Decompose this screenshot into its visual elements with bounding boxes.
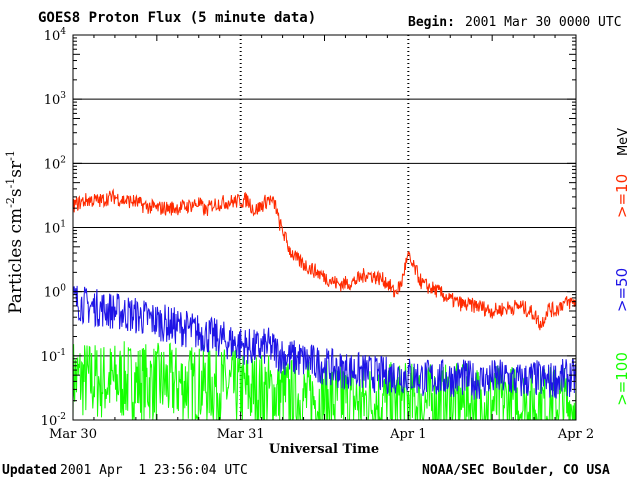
y-tick-label: 10-2 [41,412,66,429]
source-credit: NOAA/SEC Boulder, CO USA [422,463,610,478]
y-tick-label: 103 [44,91,67,108]
y-label-main: Particles cm [6,208,26,314]
y-tick-label: 100 [44,284,67,301]
y-label-exp3: -1 [4,150,17,161]
legend-unit: MeV [616,128,631,156]
y-axis-label: Particles cm-2s-1sr-1 [4,150,26,314]
begin-value: 2001 Mar 30 0000 UTC [465,15,622,30]
legend-series-10: >=10 [613,174,631,218]
series-line [72,188,577,331]
x-tick-label: Mar 30 [49,427,97,442]
legend-series-100: >=100 [613,352,631,406]
y-label-exp2: -1 [4,178,17,189]
y-tick-label: 104 [44,27,67,44]
grid-lines [73,35,576,420]
x-tick-label: Apr 2 [557,427,594,442]
legend-series-50: >=50 [613,268,631,312]
y-tick-label: 101 [44,220,66,237]
x-tick-label: Mar 31 [217,427,265,442]
y-label-s: s [6,188,26,197]
begin-label: Begin: [408,15,455,30]
chart-title: GOES8 Proton Flux (5 minute data) [38,10,316,26]
data-series [72,188,577,422]
updated-value: 2001 Apr 1 23:56:04 UTC [60,463,248,478]
y-tick-label: 10-1 [41,348,66,365]
axis-ticks: 10-2 10-1 100 101 102 103 104 Mar 30 Mar 31 Apr 1… [41,27,594,442]
y-label-sr: sr [6,160,26,178]
series-line [72,285,577,400]
y-label-exp1: -2 [4,197,17,208]
x-tick-label: Apr 1 [389,427,426,442]
x-axis-label: Universal Time [269,442,379,457]
updated-label: Updated [2,463,57,478]
series-line [72,341,577,422]
y-tick-label: 102 [44,155,66,172]
